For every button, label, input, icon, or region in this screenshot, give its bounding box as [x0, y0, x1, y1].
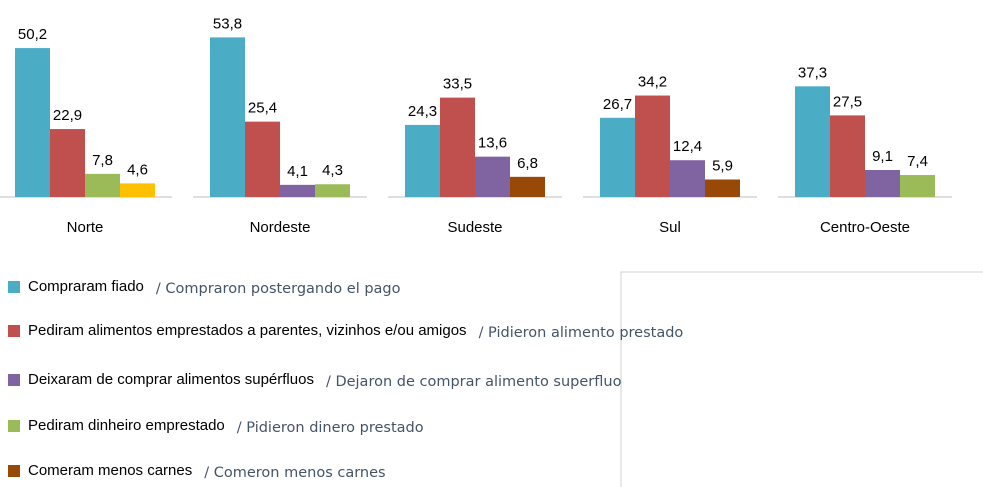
bar — [405, 124, 440, 197]
bar — [865, 170, 900, 197]
legend-label: Comeram menos carnes — [28, 462, 192, 479]
legend-swatch — [8, 374, 20, 386]
value-label: 7,8 — [92, 152, 113, 169]
bar — [210, 37, 245, 197]
bar — [705, 179, 740, 197]
bar — [280, 184, 315, 197]
value-label: 26,7 — [603, 96, 632, 113]
bar — [15, 48, 50, 197]
value-label: 53,8 — [213, 15, 242, 32]
bar — [440, 97, 475, 197]
legend-label: Deixaram de comprar alimentos supérfluos — [28, 371, 314, 388]
value-label: 6,8 — [517, 155, 538, 172]
bar — [120, 183, 155, 197]
bar — [635, 95, 670, 197]
value-label: 22,9 — [53, 107, 82, 124]
legend-translation: / Dejaron de comprar alimento superfluo — [326, 374, 622, 390]
legend-swatch — [8, 465, 20, 477]
x-tick-label: Norte — [67, 219, 104, 236]
legend-translation: / Comeron menos carnes — [204, 465, 385, 481]
value-label: 4,6 — [127, 161, 148, 178]
bar — [85, 173, 120, 197]
overlay-box — [620, 271, 983, 487]
x-tick-label: Centro-Oeste — [820, 219, 910, 236]
value-label: 13,6 — [478, 135, 507, 152]
value-label: 4,3 — [322, 162, 343, 179]
legend-translation: / Compraron postergando el pago — [156, 281, 401, 297]
bar — [510, 176, 545, 197]
bar — [795, 86, 830, 197]
value-label: 50,2 — [18, 26, 47, 43]
bar — [50, 129, 85, 197]
legend-swatch — [8, 325, 20, 337]
value-label: 34,2 — [638, 74, 667, 91]
value-label: 37,3 — [798, 64, 827, 81]
value-label: 4,1 — [287, 163, 308, 180]
x-tick-label: Nordeste — [250, 219, 311, 236]
x-tick-label: Sudeste — [447, 219, 502, 236]
legend-label: Pediram dinheiro emprestado — [28, 417, 225, 434]
legend-swatch — [8, 420, 20, 432]
value-label: 24,3 — [408, 103, 437, 120]
legend-label: Pediram alimentos emprestados a parentes… — [28, 322, 467, 339]
bar — [475, 156, 510, 197]
value-label: 7,4 — [907, 153, 928, 170]
bar — [600, 117, 635, 197]
value-label: 12,4 — [673, 138, 702, 155]
bar — [900, 175, 935, 197]
value-label: 9,1 — [872, 148, 893, 165]
bar — [245, 121, 280, 197]
legend-label: Compraram fiado — [28, 278, 144, 295]
value-label: 25,4 — [248, 100, 277, 117]
value-label: 33,5 — [443, 76, 472, 93]
legend-translation: / Pidieron alimento prestado — [479, 325, 684, 341]
value-label: 27,5 — [833, 93, 862, 110]
bar — [670, 160, 705, 197]
legend-swatch — [8, 281, 20, 293]
x-tick-label: Sul — [659, 219, 681, 236]
value-label: 5,9 — [712, 157, 733, 174]
legend-translation: / Pidieron dinero prestado — [237, 420, 424, 436]
bar — [315, 184, 350, 197]
bar — [830, 115, 865, 197]
